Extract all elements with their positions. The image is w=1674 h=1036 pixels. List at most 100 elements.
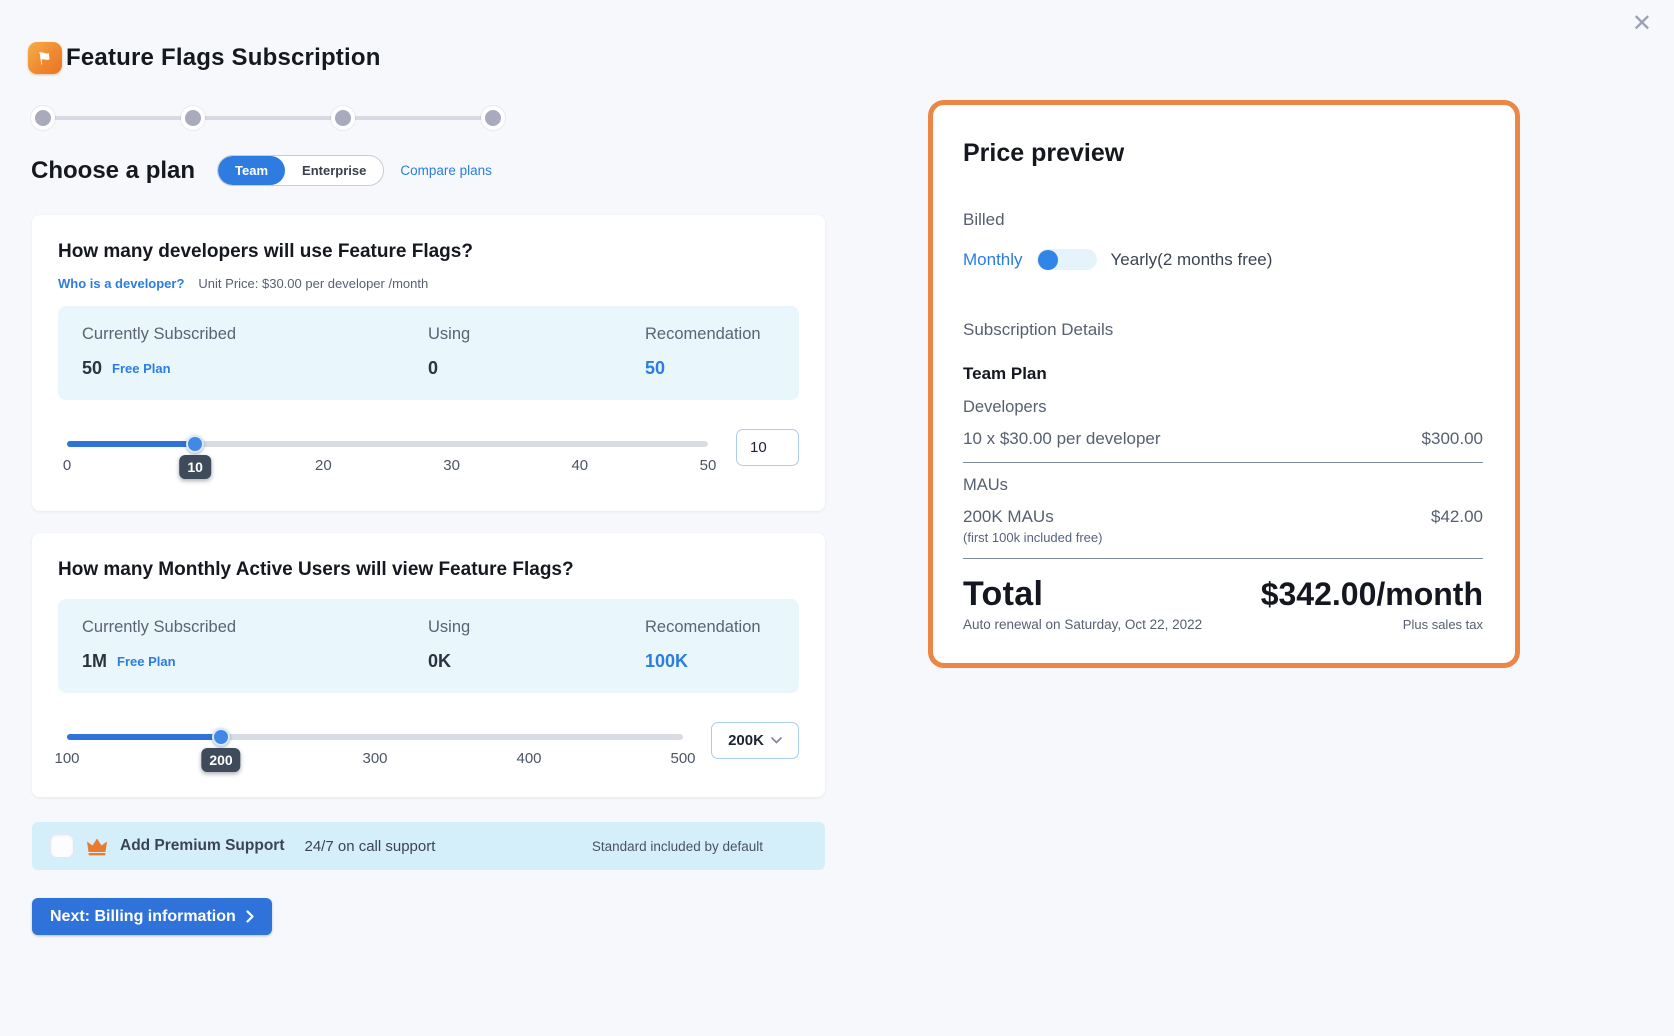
feature-flags-logo: ⚑ [28,42,62,74]
total-label: Total [963,575,1044,613]
team-plan-option[interactable]: Team [218,156,286,185]
slider-fill [67,734,221,740]
page-title: Feature Flags Subscription [66,44,381,71]
maus-section-label: MAUs [963,476,1008,494]
stepper-dot-4 [485,110,501,126]
total-sub-row: Auto renewal on Saturday, Oct 22, 2022 P… [963,617,1483,632]
developers-stats: Currently Subscribed 50 Free Plan Using … [58,306,799,400]
premium-support-label: Add Premium Support [120,837,285,854]
subscribed-label: Currently Subscribed [82,618,237,636]
maus-slider-row: 100 200 300 400 500 200K [54,722,799,784]
slider-ticks: 100 200 300 400 500 [54,748,696,780]
next-billing-label: Next: Billing information [50,907,236,925]
enterprise-plan-option[interactable]: Enterprise [302,163,367,178]
tick-20: 20 [315,457,332,474]
subscribed-number: 1M [82,651,108,671]
slider-fill [67,441,196,447]
choose-plan-heading: Choose a plan [31,156,196,184]
stepper-line [43,116,493,120]
maus-line-desc: 200K MAUs [963,507,1054,526]
slider-ticks: 0 10 20 30 40 50 [63,455,716,487]
maus-dropdown-value: 200K [728,732,764,749]
premium-support-sublabel: 24/7 on call support [304,837,436,855]
subscribed-value: 1M Free Plan [82,651,428,672]
tick-50: 50 [699,457,717,474]
tick-400: 400 [516,750,542,767]
maus-stats: Currently Subscribed 1M Free Plan Using … [58,599,799,693]
premium-support-note: Standard included by default [591,838,763,854]
slider-handle[interactable] [212,728,230,746]
using-column: Using 0 [428,325,645,379]
total-price: $342.00/month [1260,576,1483,612]
total-row: Total $342.00/month [963,575,1483,614]
developers-section-label: Developers [963,398,1047,416]
developers-slider-row: 0 10 20 30 40 50 [58,429,799,491]
developers-price-line: 10 x $30.00 per developer $300.00 [963,429,1483,449]
slider-value-badge: 200 [201,748,241,772]
choose-plan-row: Choose a plan Team Enterprise Compare pl… [31,155,492,186]
recommendation-value: 100K [645,651,689,671]
subscribed-label: Currently Subscribed [82,325,237,343]
toggle-knob [1037,249,1058,270]
tick-500: 500 [670,750,696,767]
progress-stepper [35,110,501,126]
divider [963,462,1483,463]
stepper-dot-3 [335,110,351,126]
chevron-down-icon [771,737,782,744]
sales-tax-note: Plus sales tax [1402,617,1483,632]
developers-card-title: How many developers will use Feature Fla… [58,241,473,262]
plan-name: Team Plan [963,364,1047,383]
subscription-details-label: Subscription Details [963,320,1114,339]
next-billing-button[interactable]: Next: Billing information [32,898,272,935]
slider-handle[interactable] [186,435,205,453]
developers-line-desc: 10 x $30.00 per developer [963,429,1161,448]
auto-renewal-note: Auto renewal on Saturday, Oct 22, 2022 [963,617,1203,632]
subscribed-column: Currently Subscribed 50 Free Plan [82,325,428,379]
using-label: Using [428,618,471,636]
developers-card: How many developers will use Feature Fla… [32,215,825,511]
tick-30: 30 [443,457,460,474]
billing-cycle-toggle[interactable] [1036,249,1097,270]
developers-slider[interactable]: 0 10 20 30 40 50 [63,435,716,491]
price-preview-title: Price preview [963,139,1125,167]
maus-line-price: $42.00 [1431,507,1483,526]
free-plan-badge: Free Plan [117,654,176,669]
maus-slider[interactable]: 100 200 300 400 500 [54,728,696,784]
recommendation-value: 50 [645,358,666,378]
yearly-option[interactable]: Yearly(2 months free) [1110,249,1273,269]
slider-track[interactable] [67,435,708,453]
flag-icon: ⚑ [36,47,54,69]
recommendation-label: Recomendation [645,325,761,343]
developers-count-input[interactable] [736,429,799,466]
tick-40: 40 [571,457,589,474]
billed-label: Billed [963,210,1005,229]
tick-300: 300 [362,750,388,767]
crown-icon [86,836,108,856]
premium-support-row: Add Premium Support 24/7 on call support… [32,822,825,870]
who-is-developer-link[interactable]: Who is a developer? [58,276,185,291]
premium-support-checkbox[interactable] [50,834,74,858]
using-label: Using [428,325,471,343]
compare-plans-link[interactable]: Compare plans [400,163,492,178]
maus-dropdown[interactable]: 200K [711,722,799,759]
subscribed-number: 50 [82,358,103,378]
unit-price-text: Unit Price: $30.00 per developer /month [198,276,429,291]
tick-0: 0 [62,457,72,474]
developers-meta-row: Who is a developer? Unit Price: $30.00 p… [58,276,799,291]
maus-included-note: (first 100k included free) [963,530,1103,545]
subscribed-value: 50 Free Plan [82,358,428,379]
subscribed-column: Currently Subscribed 1M Free Plan [82,618,428,672]
slider-value-badge: 10 [179,455,211,479]
recommendation-label: Recomendation [645,618,761,636]
divider [963,558,1483,559]
recommendation-column: Recomendation 50 [645,325,775,379]
close-icon[interactable]: ✕ [1631,10,1652,37]
recommendation-column: Recomendation 100K [645,618,775,672]
free-plan-badge: Free Plan [112,361,171,376]
billing-cycle-row: Monthly Yearly(2 months free) [963,249,1483,270]
using-value: 0K [428,651,452,671]
using-column: Using 0K [428,618,645,672]
slider-track[interactable] [67,728,683,746]
plan-type-toggle[interactable]: Team Enterprise [217,155,385,186]
monthly-option[interactable]: Monthly [963,249,1023,269]
